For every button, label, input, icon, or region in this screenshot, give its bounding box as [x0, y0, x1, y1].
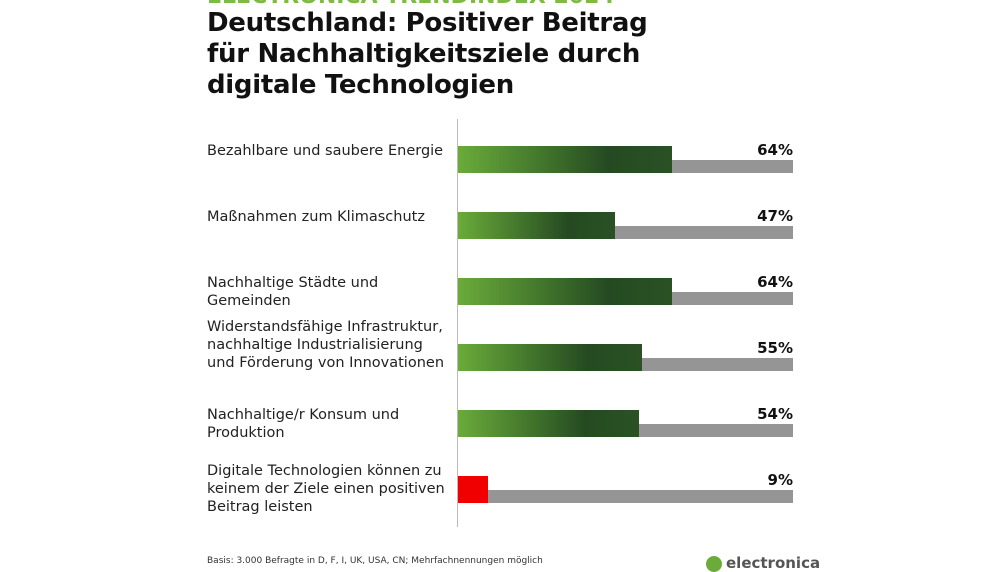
value-label: 64% [757, 141, 793, 159]
category-label: Nachhaltige Städte und Gemeinden [207, 275, 379, 309]
category-label: Nachhaltige/r Konsum und Produktion [207, 407, 400, 441]
footnote: Basis: 3.000 Befragte in D, F, I, UK, US… [207, 556, 543, 566]
category-label: Digitale Technologien können zu keinem d… [207, 463, 445, 515]
category-label: Bezahlbare und saubere Energie [207, 143, 444, 159]
axis-line [457, 119, 458, 527]
value-label: 9% [767, 471, 793, 489]
bar [458, 344, 643, 371]
kicker: ELECTRONICA TRENDINDEX 2024 [207, 0, 615, 8]
logo-icon [706, 555, 722, 572]
bar-track [458, 490, 793, 503]
value-label: 64% [757, 273, 793, 291]
category-label: Maßnahmen zum Klimaschutz [207, 209, 425, 225]
value-label: 47% [757, 207, 793, 225]
logo-text: electronica [726, 554, 821, 572]
bar [458, 476, 489, 503]
logo: electronica [706, 554, 820, 572]
bar [458, 278, 673, 305]
bar [458, 410, 639, 437]
value-label: 55% [757, 339, 793, 357]
bar [458, 212, 616, 239]
bar [458, 146, 673, 173]
chart-title: Deutschland: Positiver Beitrag für Nachh… [207, 8, 648, 100]
category-label: Widerstandsfähige Infrastruktur, nachhal… [207, 319, 445, 371]
value-label: 54% [757, 405, 793, 423]
